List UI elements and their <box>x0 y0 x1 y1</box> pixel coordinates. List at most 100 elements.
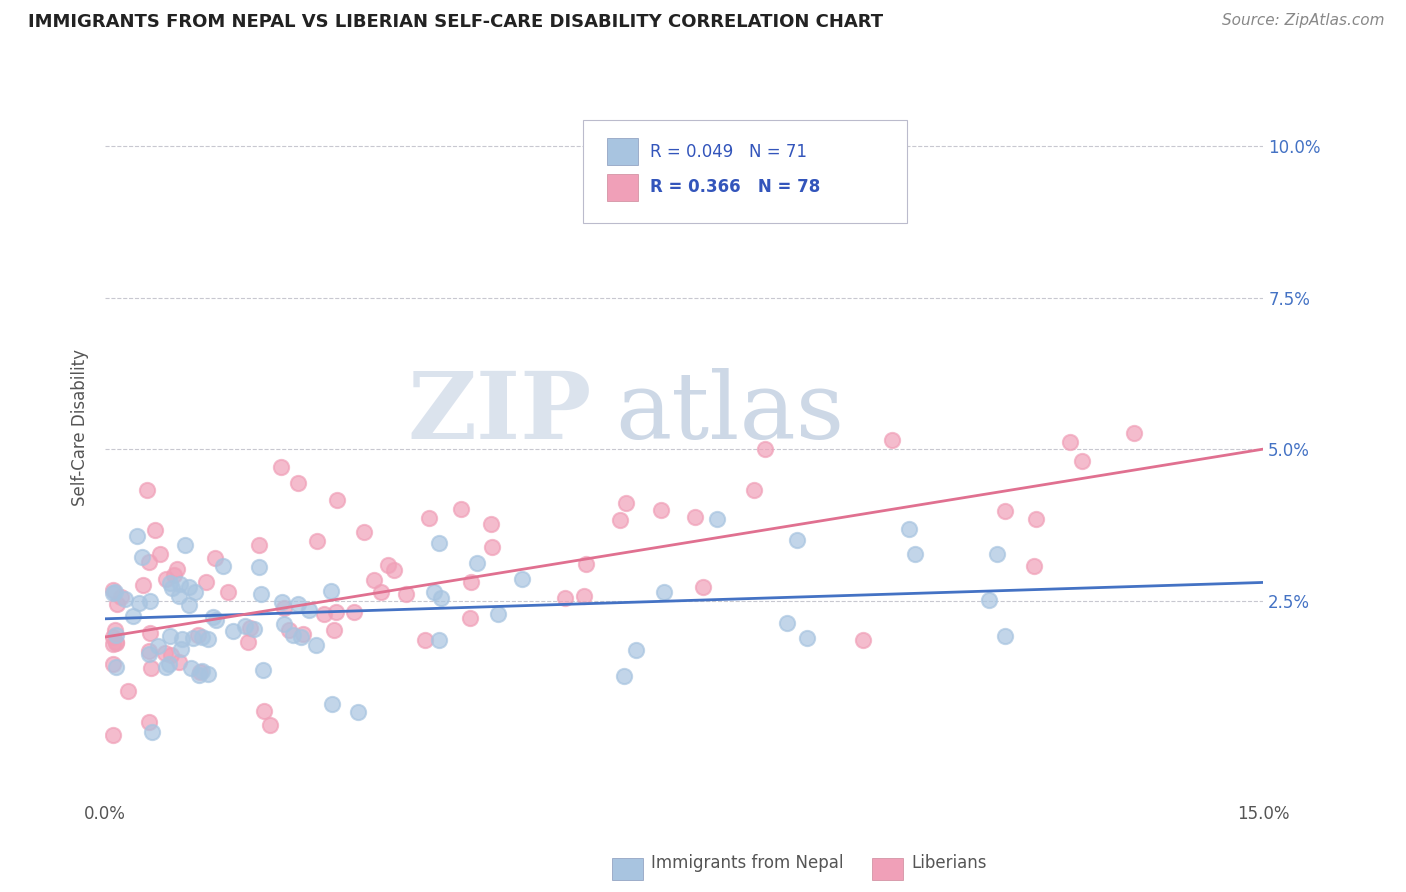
Point <box>101 630 124 644</box>
Point <box>163 567 186 582</box>
Point <box>479 517 502 532</box>
Point <box>776 616 799 631</box>
Point <box>481 540 503 554</box>
Point <box>101 583 124 598</box>
Point <box>319 584 342 599</box>
Point <box>430 591 453 605</box>
Point <box>174 538 197 552</box>
Point <box>465 556 488 570</box>
Point <box>384 563 406 577</box>
Point <box>197 632 219 646</box>
Point <box>742 483 765 497</box>
Point <box>170 642 193 657</box>
Point <box>238 634 260 648</box>
Point <box>159 630 181 644</box>
Point <box>510 572 533 586</box>
Point <box>343 605 366 619</box>
Y-axis label: Self-Care Disability: Self-Care Disability <box>72 350 89 507</box>
Point <box>290 630 312 644</box>
Point <box>222 624 245 638</box>
Point <box>287 597 309 611</box>
Point <box>180 661 202 675</box>
Point <box>609 513 631 527</box>
Point <box>249 586 271 600</box>
Point <box>212 559 235 574</box>
Point <box>1059 435 1081 450</box>
Point <box>177 599 200 613</box>
Point <box>650 503 672 517</box>
Point <box>172 632 194 646</box>
Point <box>291 626 314 640</box>
Point <box>298 603 321 617</box>
Point <box>128 596 150 610</box>
Point <box>101 729 124 743</box>
Point <box>197 666 219 681</box>
Point <box>101 586 124 600</box>
Point <box>450 502 472 516</box>
Point <box>277 623 299 637</box>
Point <box>160 648 183 663</box>
Point <box>138 647 160 661</box>
Point <box>155 572 177 586</box>
Point <box>572 589 595 603</box>
Point <box>273 601 295 615</box>
Point <box>153 646 176 660</box>
Point <box>304 638 326 652</box>
Point <box>160 581 183 595</box>
Point <box>287 475 309 490</box>
Point <box>105 635 128 649</box>
Point <box>904 547 927 561</box>
Point <box>654 585 676 599</box>
Point <box>143 524 166 538</box>
Text: ZIP: ZIP <box>408 368 592 458</box>
Point <box>979 593 1001 607</box>
Point <box>427 632 450 647</box>
Point <box>141 724 163 739</box>
Point <box>247 559 270 574</box>
Point <box>624 643 647 657</box>
Text: Liberians: Liberians <box>911 855 987 872</box>
Point <box>273 617 295 632</box>
Point <box>326 493 349 508</box>
Point <box>149 547 172 561</box>
Point <box>191 664 214 678</box>
Point <box>139 661 162 675</box>
Point <box>138 715 160 730</box>
Point <box>243 622 266 636</box>
Point <box>1025 512 1047 526</box>
Point <box>181 631 204 645</box>
Point <box>187 628 209 642</box>
Point <box>321 697 343 711</box>
Point <box>132 577 155 591</box>
Point <box>169 577 191 591</box>
Point <box>125 529 148 543</box>
Point <box>554 591 576 606</box>
Point <box>1123 425 1146 440</box>
Point <box>233 618 256 632</box>
Point <box>195 574 218 589</box>
Point <box>994 629 1017 643</box>
Point <box>307 534 329 549</box>
Point <box>217 585 239 599</box>
Point <box>104 585 127 599</box>
Point <box>253 704 276 718</box>
Point <box>427 536 450 550</box>
Point <box>188 667 211 681</box>
Point <box>852 633 875 648</box>
Point <box>110 590 132 604</box>
Point <box>423 585 446 599</box>
Point <box>347 706 370 720</box>
Point <box>685 510 707 524</box>
Point <box>138 644 160 658</box>
Text: R = 0.366   N = 78: R = 0.366 N = 78 <box>650 178 820 196</box>
Text: Source: ZipAtlas.com: Source: ZipAtlas.com <box>1222 13 1385 29</box>
Point <box>1024 559 1046 574</box>
Point <box>188 665 211 679</box>
Point <box>486 607 509 621</box>
Point <box>353 524 375 539</box>
Point <box>105 597 128 611</box>
Point <box>370 584 392 599</box>
Point <box>259 718 281 732</box>
Text: IMMIGRANTS FROM NEPAL VS LIBERIAN SELF-CARE DISABILITY CORRELATION CHART: IMMIGRANTS FROM NEPAL VS LIBERIAN SELF-C… <box>28 13 883 31</box>
Point <box>786 533 808 547</box>
